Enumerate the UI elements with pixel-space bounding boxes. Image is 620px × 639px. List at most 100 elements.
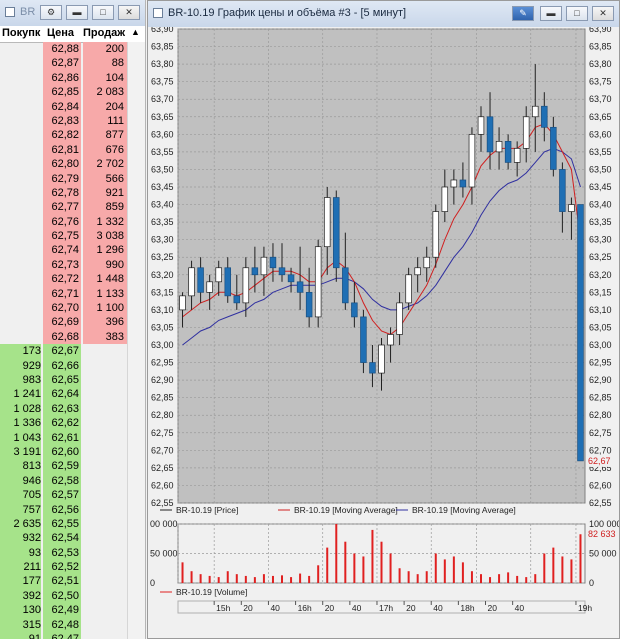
bid-row[interactable]: 315 62,48	[0, 617, 127, 633]
ask-row[interactable]: 62,68 383	[0, 329, 127, 345]
bid-volume-cell[interactable]: 1 336	[0, 416, 41, 431]
price-cell[interactable]: 62,52	[43, 560, 81, 575]
ask-row[interactable]: 62,85 2 083	[0, 85, 127, 100]
price-cell[interactable]: 62,70	[43, 301, 81, 316]
bid-volume-cell[interactable]: 130	[0, 603, 41, 618]
bid-volume-cell[interactable]: 211	[0, 560, 41, 575]
ask-volume-cell[interactable]: 204	[83, 99, 127, 114]
bid-row[interactable]: 757 62,56	[0, 502, 127, 517]
ask-row[interactable]: 62,75 3 038	[0, 229, 127, 244]
ask-volume-cell[interactable]: 566	[83, 171, 127, 186]
bid-row[interactable]: 983 62,65	[0, 372, 127, 388]
price-cell[interactable]: 62,61	[43, 430, 81, 445]
ask-row[interactable]: 62,79 566	[0, 171, 127, 186]
price-cell[interactable]: 62,53	[43, 545, 81, 561]
bid-row[interactable]: 932 62,54	[0, 531, 127, 546]
price-cell[interactable]: 62,76	[43, 214, 81, 230]
price-cell[interactable]: 62,47	[43, 632, 81, 639]
price-cell[interactable]: 62,72	[43, 272, 81, 287]
bid-row[interactable]: 929 62,66	[0, 358, 127, 373]
price-cell[interactable]: 62,65	[43, 372, 81, 388]
chart-close-button[interactable]: ✕	[592, 6, 614, 21]
ask-volume-cell[interactable]: 111	[83, 113, 127, 129]
ask-row[interactable]: 62,81 676	[0, 142, 127, 158]
minimize-button[interactable]: ▬	[66, 5, 88, 20]
ask-volume-cell[interactable]: 2 702	[83, 157, 127, 172]
ask-row[interactable]: 62,87 88	[0, 56, 127, 71]
price-cell[interactable]: 62,62	[43, 416, 81, 431]
bid-row[interactable]: 130 62,49	[0, 603, 127, 618]
ask-volume-cell[interactable]: 1 332	[83, 214, 127, 230]
ask-row[interactable]: 62,80 2 702	[0, 157, 127, 172]
price-cell[interactable]: 62,69	[43, 315, 81, 330]
ask-volume-cell[interactable]: 877	[83, 128, 127, 143]
price-cell[interactable]: 62,71	[43, 286, 81, 302]
order-book-scrollbar[interactable]	[127, 42, 145, 639]
bid-row[interactable]: 211 62,52	[0, 560, 127, 575]
price-cell[interactable]: 62,59	[43, 459, 81, 474]
price-cell[interactable]: 62,48	[43, 617, 81, 633]
ask-column-header[interactable]: Продаж	[83, 27, 126, 39]
bid-volume-cell[interactable]: 705	[0, 488, 41, 503]
bid-row[interactable]: 392 62,50	[0, 588, 127, 604]
ask-row[interactable]: 62,71 1 133	[0, 286, 127, 302]
bid-volume-cell[interactable]: 173	[0, 344, 41, 359]
bid-volume-cell[interactable]: 929	[0, 358, 41, 373]
price-cell[interactable]: 62,51	[43, 574, 81, 589]
close-button[interactable]: ✕	[118, 5, 140, 20]
price-cell[interactable]: 62,57	[43, 488, 81, 503]
bid-volume-cell[interactable]: 2 635	[0, 516, 41, 532]
ask-volume-cell[interactable]: 1 133	[83, 286, 127, 302]
ask-row[interactable]: 62,76 1 332	[0, 214, 127, 230]
chart-minimize-button[interactable]: ▬	[540, 6, 562, 21]
price-cell[interactable]: 62,73	[43, 257, 81, 273]
ask-volume-cell[interactable]: 1 100	[83, 301, 127, 316]
price-cell[interactable]: 62,86	[43, 70, 81, 86]
bid-row[interactable]: 705 62,57	[0, 488, 127, 503]
ask-row[interactable]: 62,70 1 100	[0, 301, 127, 316]
scroll-up-icon[interactable]: ▲	[131, 27, 140, 37]
ask-volume-cell[interactable]: 859	[83, 200, 127, 215]
bid-volume-cell[interactable]: 983	[0, 372, 41, 388]
bid-column-header[interactable]: Покупк	[2, 27, 41, 39]
price-cell[interactable]: 62,68	[43, 329, 81, 345]
bid-row[interactable]: 173 62,67	[0, 344, 127, 359]
price-cell[interactable]: 62,81	[43, 142, 81, 158]
price-cell[interactable]: 62,58	[43, 473, 81, 489]
price-cell[interactable]: 62,56	[43, 502, 81, 517]
price-cell[interactable]: 62,54	[43, 531, 81, 546]
price-cell[interactable]: 62,63	[43, 401, 81, 417]
price-cell[interactable]: 62,50	[43, 588, 81, 604]
price-cell[interactable]: 62,75	[43, 229, 81, 244]
ask-volume-cell[interactable]: 2 083	[83, 85, 127, 100]
ask-row[interactable]: 62,84 204	[0, 99, 127, 114]
bid-volume-cell[interactable]: 1 241	[0, 387, 41, 402]
chart-canvas[interactable]: 63,90 63,90 63,85 63,85 63,80 63,80 63,75 63,75…	[148, 27, 619, 638]
ask-row[interactable]: 62,73 990	[0, 257, 127, 273]
price-cell[interactable]: 62,82	[43, 128, 81, 143]
ask-volume-cell[interactable]: 383	[83, 329, 127, 345]
bid-row[interactable]: 2 635 62,55	[0, 516, 127, 532]
ask-volume-cell[interactable]: 200	[83, 42, 127, 57]
bid-row[interactable]: 813 62,59	[0, 459, 127, 474]
bid-row[interactable]: 1 043 62,61	[0, 430, 127, 445]
bid-volume-cell[interactable]: 392	[0, 588, 41, 604]
price-cell[interactable]: 62,79	[43, 171, 81, 186]
bid-row[interactable]: 3 191 62,60	[0, 444, 127, 460]
ask-volume-cell[interactable]: 1 296	[83, 243, 127, 258]
ask-volume-cell[interactable]: 88	[83, 56, 127, 71]
price-cell[interactable]: 62,85	[43, 85, 81, 100]
chart-maximize-button[interactable]: □	[566, 6, 588, 21]
ask-row[interactable]: 62,83 111	[0, 113, 127, 129]
ask-volume-cell[interactable]: 1 448	[83, 272, 127, 287]
ask-volume-cell[interactable]: 921	[83, 185, 127, 201]
price-cell[interactable]: 62,49	[43, 603, 81, 618]
bid-volume-cell[interactable]: 813	[0, 459, 41, 474]
ask-volume-cell[interactable]: 396	[83, 315, 127, 330]
price-cell[interactable]: 62,60	[43, 444, 81, 460]
price-cell[interactable]: 62,83	[43, 113, 81, 129]
ask-row[interactable]: 62,72 1 448	[0, 272, 127, 287]
ask-row[interactable]: 62,74 1 296	[0, 243, 127, 258]
price-cell[interactable]: 62,88	[43, 42, 81, 57]
